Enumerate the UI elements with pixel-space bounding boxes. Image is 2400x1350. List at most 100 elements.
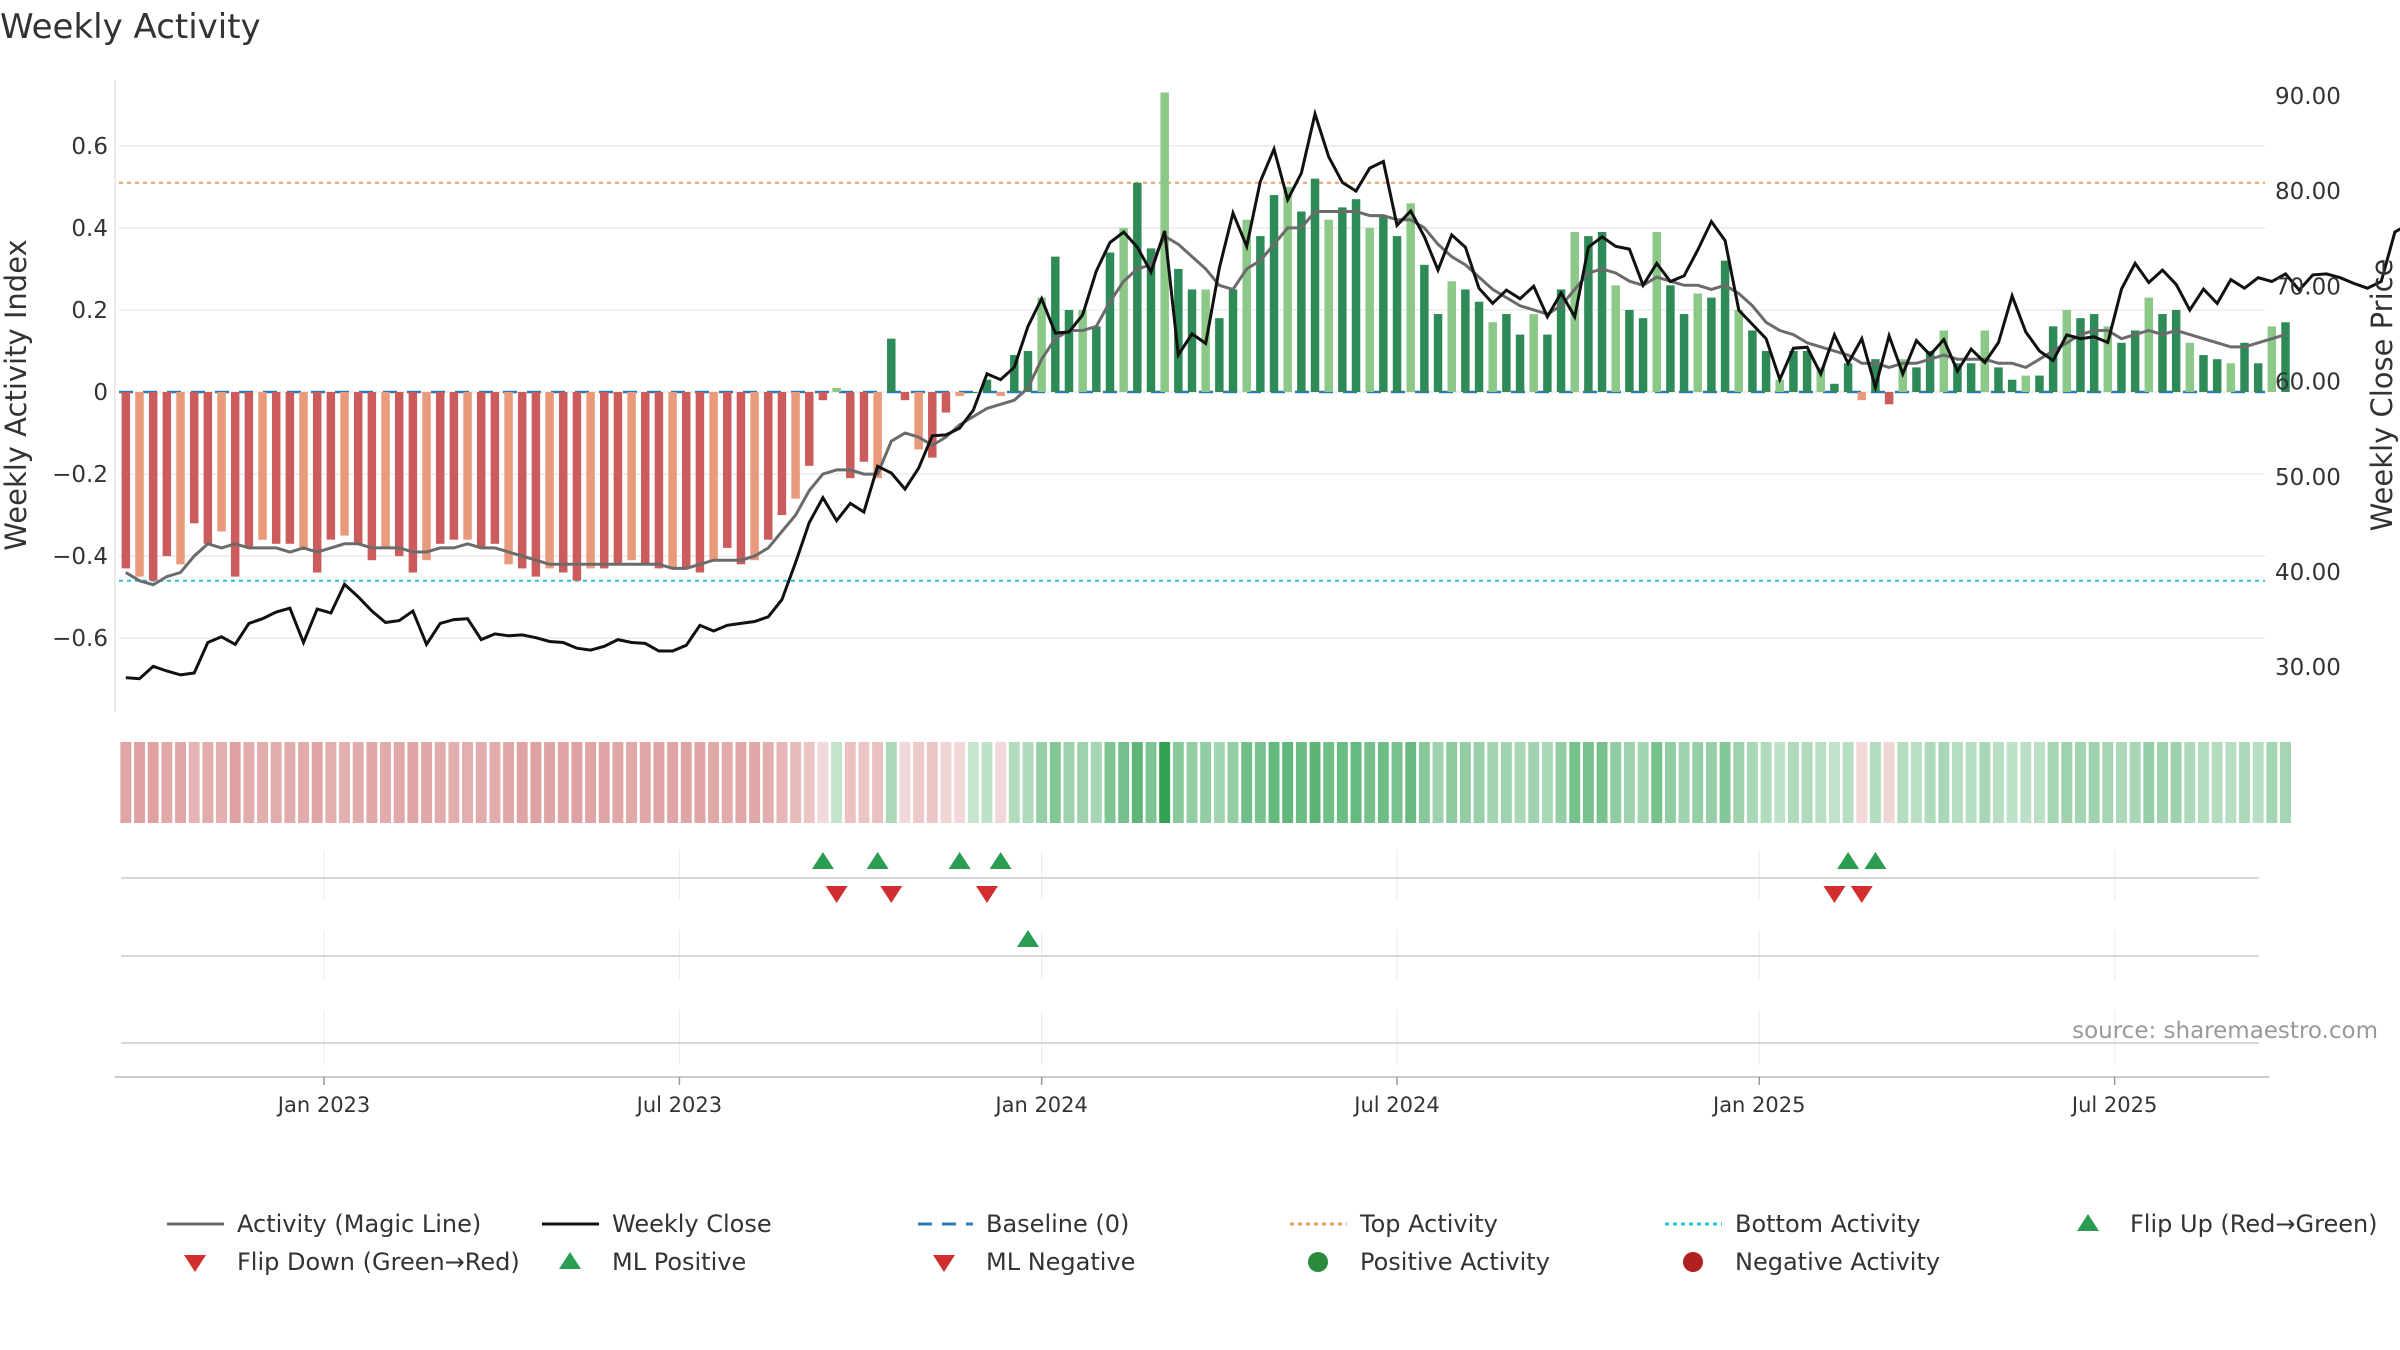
activity-heat-strip: [120, 742, 2291, 823]
activity-bar: [996, 392, 1005, 397]
heat-cell: [216, 742, 227, 823]
heat-cell: [298, 742, 309, 823]
heat-cell: [1282, 742, 1294, 823]
heat-cell: [1610, 742, 1622, 823]
heat-cell: [2198, 742, 2209, 823]
heat-cell: [708, 742, 720, 823]
x-tick-label: Jul 2023: [635, 1093, 722, 1117]
heat-cell: [475, 742, 487, 823]
heat-cell: [1596, 742, 1608, 823]
legend-label-mlpos: ML Positive: [612, 1248, 746, 1276]
activity-bar: [1228, 289, 1238, 392]
activity-bar: [1187, 289, 1197, 392]
activity-bar: [1078, 309, 1087, 392]
activity-bar: [394, 392, 404, 557]
legend-label-flipup: Flip Up (Red→Green): [2130, 1210, 2378, 1238]
activity-bar: [1310, 178, 1320, 392]
heat-cell: [762, 742, 774, 823]
flip-down-marker: [1850, 886, 1873, 903]
activity-bar: [162, 392, 172, 557]
x-tick-label: Jul 2024: [1352, 1093, 1439, 1117]
activity-bar: [682, 392, 691, 569]
legend: Activity (Magic Line) Weekly Close Baselin…: [167, 1210, 2378, 1276]
heat-cell: [2170, 742, 2182, 823]
heat-cell: [2252, 742, 2264, 823]
activity-bar: [777, 392, 787, 516]
heat-cell: [639, 742, 651, 823]
heat-cell: [325, 742, 337, 823]
heat-cell: [311, 742, 323, 823]
activity-bar: [1761, 350, 1771, 392]
activity-bar: [1502, 314, 1511, 392]
activity-bar: [1734, 309, 1743, 392]
heat-cell: [1979, 742, 1991, 823]
activity-bar: [422, 392, 431, 561]
activity-bar: [873, 392, 882, 479]
activity-bar: [203, 392, 213, 544]
flip-up-marker: [989, 852, 1012, 869]
heat-cell: [393, 742, 405, 823]
activity-bar: [914, 392, 923, 450]
activity-bar: [627, 392, 636, 561]
heat-cell: [2116, 742, 2127, 823]
legend-swatch-mlpos: [559, 1252, 581, 1269]
activity-bar: [2212, 359, 2222, 392]
heat-cell: [448, 742, 460, 823]
activity-bar: [2185, 342, 2195, 392]
y-left-tick-label: 0.6: [71, 134, 108, 160]
legend-label-posact: Positive Activity: [1360, 1248, 1550, 1276]
heat-cell: [1787, 742, 1799, 823]
activity-bar: [572, 392, 582, 581]
activity-bar: [1037, 297, 1046, 392]
heat-cell: [995, 742, 1007, 823]
activity-bar: [1092, 326, 1101, 392]
legend-item-close: Weekly Close: [542, 1210, 772, 1238]
activity-bar: [1775, 379, 1784, 392]
activity-bar: [1256, 236, 1265, 392]
heat-cell: [1309, 742, 1321, 823]
heat-cell: [1459, 742, 1471, 823]
activity-bar: [135, 392, 144, 577]
activity-bar: [217, 392, 226, 532]
activity-bar: [244, 392, 254, 548]
heat-cell: [2075, 742, 2086, 823]
activity-bar: [148, 392, 158, 581]
y-right-tick-label: 30.00: [2275, 655, 2341, 681]
activity-bar: [299, 392, 308, 548]
activity-bar: [750, 392, 759, 561]
heat-cell: [680, 742, 692, 823]
legend-item-magic: Activity (Magic Line): [167, 1210, 481, 1238]
activity-bar: [1051, 256, 1060, 392]
activity-bar: [1830, 383, 1839, 392]
activity-bar: [312, 392, 322, 573]
flip-up-marker: [866, 852, 889, 869]
heat-cell: [1528, 742, 1540, 823]
heat-cell: [1678, 742, 1690, 823]
x-tick-label: Jan 2023: [276, 1093, 371, 1117]
heat-cell: [120, 742, 132, 823]
activity-bar: [326, 392, 336, 540]
heat-cell: [1951, 742, 1963, 823]
event-panels: [121, 850, 2259, 1065]
heat-cell: [1446, 742, 1458, 823]
legend-label-negact: Negative Activity: [1735, 1248, 1940, 1276]
activity-bar: [1242, 219, 1251, 392]
heat-cell: [1350, 742, 1362, 823]
activity-bar: [2240, 342, 2249, 392]
legend-swatch-negact: [1683, 1252, 1703, 1272]
heat-cell: [1186, 742, 1198, 823]
heat-cell: [2184, 742, 2196, 823]
heat-cell: [967, 742, 979, 823]
chart-title: Weekly Activity: [0, 7, 261, 47]
flip-up-marker: [948, 852, 971, 869]
heat-cell: [2033, 742, 2045, 823]
heat-cell: [1992, 742, 2004, 823]
heat-cell: [585, 742, 597, 823]
heat-cell: [1377, 742, 1389, 823]
activity-bar: [736, 392, 746, 565]
heat-cell: [1418, 742, 1430, 823]
activity-bars: [121, 92, 2290, 581]
activity-bar: [1816, 367, 1826, 392]
